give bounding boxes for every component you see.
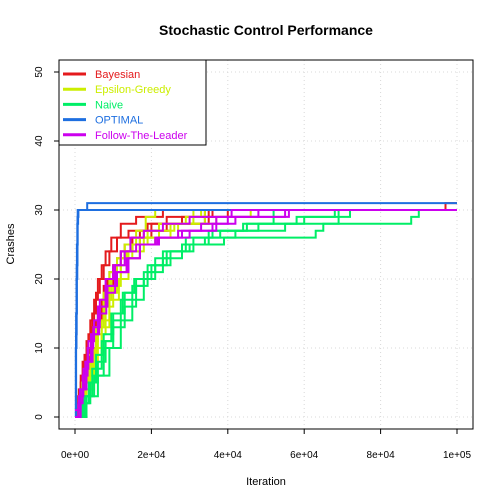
x-tick-label: 4e+04 [214, 450, 243, 461]
legend-label: Naive [95, 99, 123, 111]
x-tick-label: 6e+04 [290, 450, 319, 461]
y-tick-label: 30 [34, 204, 45, 216]
x-axis: 0e+00 2e+04 4e+04 6e+04 8e+04 1e+05 [61, 429, 472, 461]
legend-label: OPTIMAL [95, 115, 143, 127]
legend-label: Bayesian [95, 69, 140, 81]
y-axis-label: Crashes [5, 223, 17, 264]
y-tick-label: 40 [34, 135, 45, 147]
x-tick-label: 0e+00 [61, 450, 90, 461]
y-tick-label: 50 [34, 66, 45, 78]
y-axis: 0 10 20 30 40 50 [34, 66, 59, 420]
chart-title: Stochastic Control Performance [159, 22, 373, 38]
x-tick-label: 8e+04 [367, 450, 396, 461]
x-tick-label: 2e+04 [137, 450, 166, 461]
x-axis-label: Iteration [246, 476, 286, 488]
legend-label: Epsilon-Greedy [95, 84, 171, 96]
series-layer [75, 203, 457, 417]
y-tick-label: 20 [34, 273, 45, 285]
y-tick-label: 0 [34, 414, 45, 420]
legend: Bayesian Epsilon-Greedy Naive OPTIMAL Follow… [59, 60, 206, 145]
legend-label: Follow-The-Leader [95, 130, 188, 142]
y-tick-label: 10 [34, 342, 45, 354]
x-tick-label: 1e+05 [443, 450, 472, 461]
